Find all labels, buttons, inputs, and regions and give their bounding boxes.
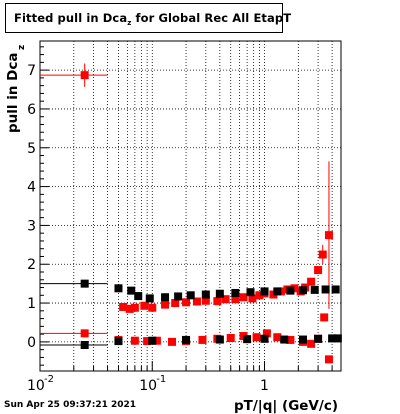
data-point bbox=[290, 284, 299, 293]
x-tick-label: 10 -2 bbox=[27, 374, 54, 394]
data-point bbox=[140, 301, 149, 310]
x-tick-label-base: 10 bbox=[139, 378, 157, 394]
y-tick-label: 5 bbox=[27, 141, 36, 157]
data-point bbox=[331, 285, 340, 294]
data-point bbox=[286, 286, 295, 295]
series-4 bbox=[40, 334, 342, 349]
data-point bbox=[182, 335, 191, 344]
data-point bbox=[215, 335, 224, 344]
data-point bbox=[174, 292, 183, 301]
y-tick-label: 2 bbox=[27, 257, 36, 273]
timestamp: Sun Apr 25 09:37:21 2021 bbox=[4, 400, 137, 410]
data-point bbox=[80, 71, 89, 80]
data-point bbox=[182, 298, 191, 307]
data-point bbox=[226, 334, 235, 342]
data-point bbox=[130, 336, 139, 345]
y-tick-label: 7 bbox=[27, 63, 36, 79]
data-point bbox=[255, 291, 264, 300]
data-point bbox=[231, 288, 240, 297]
data-point bbox=[125, 304, 134, 313]
data-point bbox=[186, 291, 195, 300]
data-point bbox=[320, 313, 329, 322]
data-point bbox=[260, 334, 269, 343]
data-point bbox=[127, 286, 136, 295]
plot-frame bbox=[39, 40, 342, 372]
data-point bbox=[318, 250, 327, 259]
series-2 bbox=[40, 279, 340, 303]
x-axis-title: pT/|q| (GeV/c) bbox=[234, 398, 338, 414]
data-point bbox=[280, 335, 289, 344]
data-point bbox=[298, 335, 307, 344]
data-point bbox=[298, 286, 307, 295]
title-rest: for Global Rec All EtapT bbox=[131, 11, 292, 25]
data-point bbox=[314, 266, 323, 275]
data-point bbox=[134, 292, 143, 301]
data-point bbox=[130, 303, 139, 312]
plot-frame-bg bbox=[40, 41, 341, 371]
data-point bbox=[171, 299, 180, 308]
data-point bbox=[152, 336, 161, 345]
x-tick-label-exponent: -1 bbox=[156, 374, 166, 385]
data-point bbox=[168, 337, 177, 346]
x-tick-label-base: 10 bbox=[27, 378, 45, 394]
data-point bbox=[260, 287, 269, 296]
y-axis-title: pull in Dca bbox=[5, 53, 21, 134]
data-point bbox=[262, 329, 271, 338]
data-point bbox=[213, 297, 222, 306]
data-point bbox=[307, 339, 316, 348]
data-point bbox=[148, 303, 157, 312]
data-point bbox=[198, 335, 207, 344]
data-point bbox=[328, 334, 337, 343]
data-point bbox=[201, 290, 210, 299]
x-tick-label: 1 bbox=[260, 378, 269, 394]
y-axis-title-subscript: z bbox=[17, 45, 27, 50]
y-tick-label: 0 bbox=[27, 335, 36, 351]
data-point bbox=[333, 334, 342, 343]
title-subscript: z bbox=[127, 19, 132, 27]
data-point bbox=[148, 336, 157, 345]
data-point bbox=[252, 333, 261, 342]
data-point bbox=[243, 335, 252, 344]
data-point bbox=[324, 355, 333, 364]
chart-title: Fitted pull in Dcaz for Global Rec All E… bbox=[14, 11, 291, 27]
y-tick-label: 4 bbox=[27, 180, 36, 196]
data-point bbox=[314, 334, 323, 343]
y-tick-label: 3 bbox=[27, 218, 36, 234]
title-main: Fitted pull in Dca bbox=[14, 11, 128, 25]
data-point bbox=[114, 284, 123, 293]
data-point bbox=[310, 285, 319, 294]
data-point bbox=[80, 279, 89, 288]
data-point bbox=[248, 294, 257, 303]
data-point bbox=[192, 297, 201, 306]
data-point bbox=[321, 285, 330, 294]
chart-title-box: Fitted pull in Dcaz for Global Rec All E… bbox=[5, 3, 291, 33]
data-point bbox=[239, 293, 248, 302]
data-point bbox=[273, 333, 282, 342]
data-point bbox=[80, 329, 89, 338]
x-tick-label: 10 -1 bbox=[139, 374, 166, 394]
data-point bbox=[231, 295, 240, 304]
data-point bbox=[286, 335, 295, 344]
data-point bbox=[143, 337, 152, 346]
data-point bbox=[145, 294, 154, 303]
y-tick-label: 6 bbox=[27, 102, 36, 118]
x-tick-label-base: 1 bbox=[260, 378, 269, 394]
data-point bbox=[119, 302, 128, 311]
data-point bbox=[307, 277, 316, 286]
data-point bbox=[273, 287, 282, 296]
data-point bbox=[324, 231, 333, 240]
data-point bbox=[114, 337, 123, 346]
data-point bbox=[221, 295, 230, 304]
data-point bbox=[161, 300, 170, 309]
data-point bbox=[80, 340, 89, 349]
y-tick-label: 1 bbox=[27, 296, 36, 312]
data-point bbox=[246, 288, 255, 297]
data-point bbox=[215, 289, 224, 298]
data-point bbox=[161, 293, 170, 302]
x-tick-label-exponent: -2 bbox=[44, 374, 54, 385]
data-point bbox=[201, 296, 210, 305]
